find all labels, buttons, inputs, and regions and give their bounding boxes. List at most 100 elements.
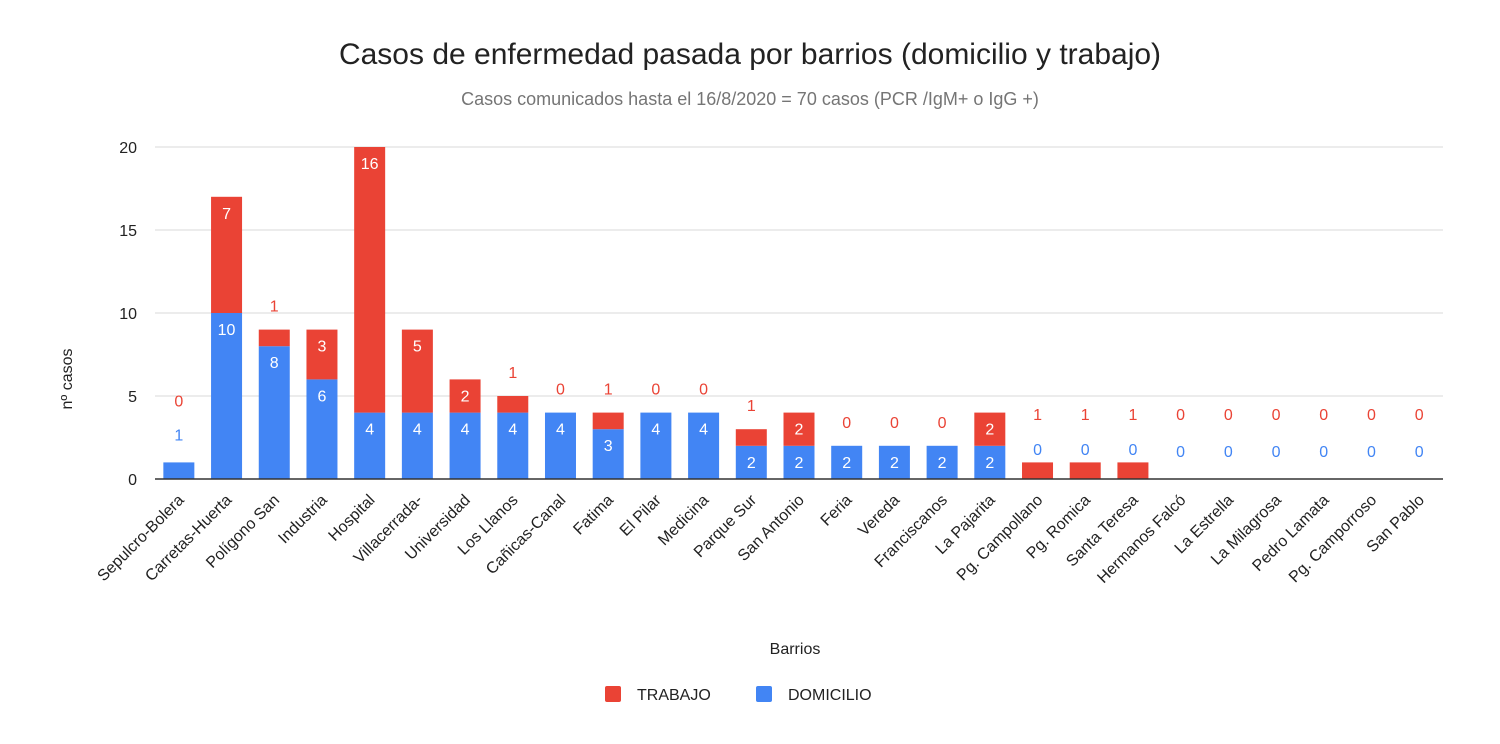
data-label-trabajo: 0	[556, 382, 565, 399]
y-tick-label: 10	[119, 306, 137, 323]
data-label-domicilio: 10	[218, 322, 236, 339]
data-label-trabajo: 0	[938, 415, 947, 432]
data-label-domicilio: 6	[318, 388, 327, 405]
bar-trabajo	[592, 412, 624, 430]
x-axis-title: Barrios	[770, 641, 821, 658]
bar-domicilio	[592, 429, 624, 479]
data-label-trabajo: 1	[1081, 407, 1090, 424]
bar-trabajo	[354, 147, 386, 413]
data-label-domicilio: 8	[270, 355, 279, 372]
bar-trabajo	[306, 329, 338, 380]
data-label-domicilio: 4	[508, 422, 517, 439]
data-label-trabajo: 0	[1224, 407, 1233, 424]
y-tick-label: 15	[119, 223, 137, 240]
y-tick-label: 0	[128, 472, 137, 489]
data-label-domicilio: 0	[1033, 442, 1042, 459]
bar-domicilio	[306, 379, 338, 479]
data-label-domicilio: 0	[1081, 442, 1090, 459]
legend-label-domicilio: DOMICILIO	[788, 687, 872, 704]
data-label-trabajo: 16	[361, 156, 379, 173]
bar-trabajo	[211, 196, 243, 313]
data-label-trabajo: 1	[1033, 407, 1042, 424]
data-label-domicilio: 0	[1176, 444, 1185, 461]
data-label-trabajo: 2	[795, 422, 804, 439]
x-tick-label: Sepulcro-Bolera	[95, 492, 188, 585]
bar-domicilio	[783, 445, 815, 479]
bar-trabajo	[401, 329, 433, 413]
bar-domicilio	[211, 313, 243, 479]
bar-trabajo	[1069, 462, 1101, 479]
bar-trabajo	[449, 379, 481, 413]
data-label-domicilio: 4	[461, 422, 470, 439]
data-label-domicilio: 4	[699, 422, 708, 439]
bar-domicilio	[926, 445, 958, 479]
bar-trabajo	[783, 412, 815, 446]
data-label-trabajo: 7	[222, 206, 231, 223]
y-axis-ticks: 0 5 10 15 20	[119, 140, 137, 489]
bar-domicilio	[640, 412, 672, 479]
data-label-trabajo: 1	[270, 299, 279, 316]
data-label-domicilio: 2	[985, 455, 994, 472]
x-tick-label: Feria	[818, 492, 856, 530]
chart-title: Casos de enfermedad pasada por barrios (…	[339, 38, 1161, 71]
data-label-domicilio: 2	[795, 455, 804, 472]
x-tick-label: Fatima	[570, 492, 617, 539]
data-label-trabajo: 0	[651, 382, 660, 399]
data-label-domicilio: 4	[413, 422, 422, 439]
bar-trabajo	[735, 429, 767, 446]
bars	[163, 147, 1149, 479]
data-label-domicilio: 0	[1128, 442, 1137, 459]
x-tick-label: Vereda	[855, 492, 903, 540]
data-label-domicilio: 0	[1224, 444, 1233, 461]
data-label-trabajo: 3	[318, 339, 327, 356]
bar-domicilio	[735, 445, 767, 479]
data-label-domicilio: 0	[1319, 444, 1328, 461]
gridlines	[155, 146, 1443, 397]
data-label-domicilio: 1	[174, 427, 183, 444]
data-label-trabajo: 5	[413, 339, 422, 356]
data-label-trabajo: 0	[1415, 407, 1424, 424]
data-label-domicilio: 0	[1367, 444, 1376, 461]
data-label-trabajo: 0	[1319, 407, 1328, 424]
y-axis-title: nº casos	[59, 349, 76, 410]
x-tick-label: El Pilar	[617, 491, 665, 539]
bar-domicilio	[688, 412, 720, 479]
data-label-trabajo: 0	[1272, 407, 1281, 424]
bar-domicilio	[878, 445, 910, 479]
bar-domicilio	[497, 412, 529, 479]
data-label-trabajo: 1	[747, 398, 756, 415]
data-label-trabajo: 1	[604, 382, 613, 399]
data-label-trabajo: 0	[699, 382, 708, 399]
x-tick-label: Carretas-Huerta	[142, 492, 235, 585]
data-label-domicilio: 4	[651, 422, 660, 439]
bar-domicilio	[401, 412, 433, 479]
data-label-domicilio: 0	[1272, 444, 1281, 461]
bar-domicilio	[974, 445, 1006, 479]
data-label-trabajo: 0	[1367, 407, 1376, 424]
data-label-trabajo: 2	[461, 388, 470, 405]
data-label-domicilio: 4	[556, 422, 565, 439]
data-label-trabajo: 1	[1128, 407, 1137, 424]
x-tick-label: Industria	[275, 492, 330, 547]
data-label-domicilio: 2	[747, 455, 756, 472]
bar-trabajo	[1117, 462, 1149, 479]
x-tick-label: Pg. Campollano	[954, 492, 1047, 585]
bar-domicilio	[831, 445, 863, 479]
bar-domicilio	[449, 412, 481, 479]
bar-domicilio	[258, 346, 290, 479]
bar-trabajo	[1022, 462, 1054, 479]
x-tick-label: Pg. Camporroso	[1286, 492, 1380, 586]
y-tick-label: 20	[119, 140, 137, 157]
legend-swatch-domicilio	[756, 686, 772, 702]
data-label-trabajo: 0	[890, 415, 899, 432]
x-tick-label: Hermanos Falcó	[1094, 492, 1189, 587]
data-label-trabajo: 0	[1176, 407, 1185, 424]
y-tick-label: 5	[128, 389, 137, 406]
data-label-domicilio: 4	[365, 422, 374, 439]
legend-swatch-trabajo	[605, 686, 621, 702]
chart-subtitle: Casos comunicados hasta el 16/8/2020 = 7…	[461, 89, 1039, 109]
data-label-domicilio: 2	[938, 455, 947, 472]
legend: TRABAJO DOMICILIO	[605, 686, 872, 704]
